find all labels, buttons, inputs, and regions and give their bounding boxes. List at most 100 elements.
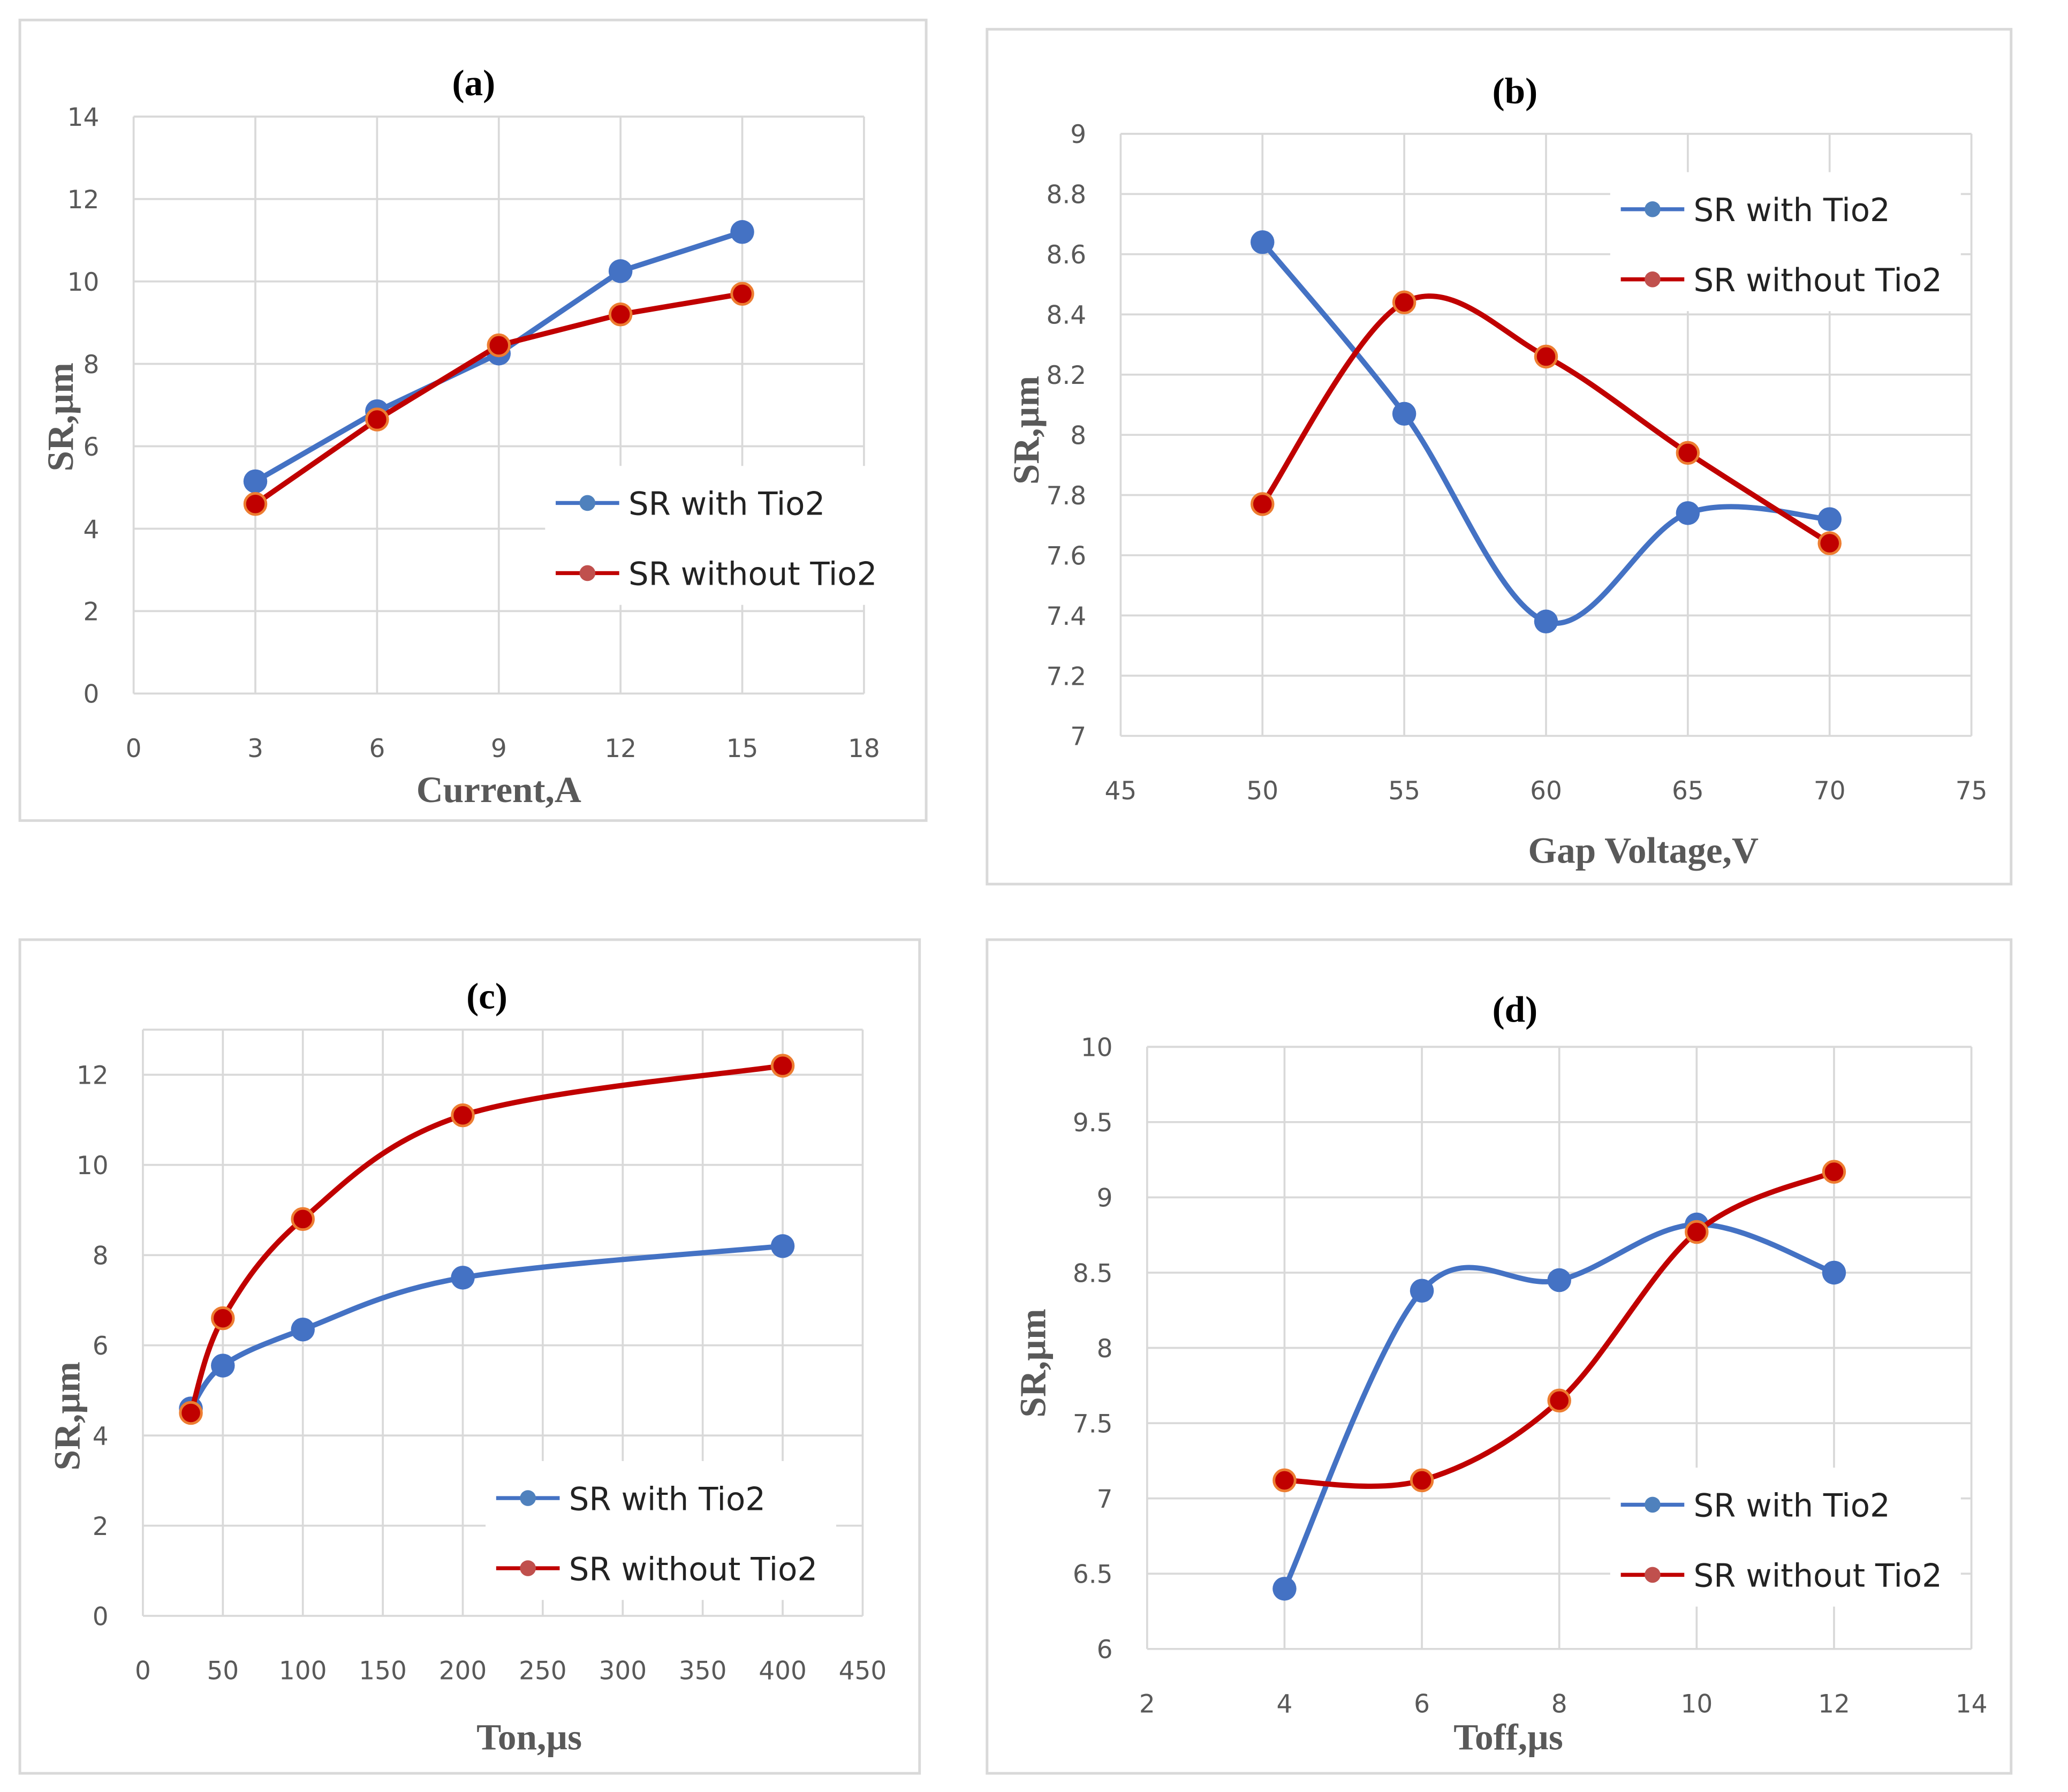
legend-background	[1610, 1468, 1961, 1607]
data-point-without-tio2	[1676, 441, 1700, 465]
y-tick-label: 7.6	[1046, 541, 1086, 571]
legend-label-with: SR with Tio2	[1694, 1487, 1890, 1524]
x-tick-label: 6	[369, 734, 385, 763]
data-point-without-tio2	[608, 302, 633, 327]
data-point-with-tio2	[291, 1317, 315, 1342]
x-tick-label: 75	[1956, 776, 1988, 806]
y-tick-label: 0	[83, 680, 99, 709]
x-tick-label: 0	[126, 734, 142, 763]
y-tick-label: 8.5	[1073, 1259, 1113, 1288]
legend-marker-without	[1645, 271, 1661, 288]
legend-marker-with	[520, 1490, 536, 1506]
data-point-with-tio2	[1822, 1260, 1846, 1285]
data-point-with-tio2	[1392, 402, 1416, 426]
y-tick-label: 0	[93, 1602, 109, 1631]
y-tick-label: 7	[1070, 722, 1086, 752]
x-tick-label: 200	[439, 1657, 487, 1686]
legend-label-without: SR without Tio2	[628, 556, 877, 593]
data-point-with-tio2	[1817, 507, 1842, 531]
legend-label-without: SR without Tio2	[569, 1551, 817, 1587]
y-tick-label: 6.5	[1073, 1560, 1113, 1590]
x-tick-label: 70	[1814, 776, 1846, 806]
legend-marker-without	[520, 1560, 536, 1576]
legend: SR with Tio2 SR without Tio2	[1610, 1468, 1961, 1607]
legend-label-without: SR without Tio2	[1694, 1557, 1942, 1594]
data-point-without-tio2	[487, 333, 511, 358]
data-point-with-tio2	[1676, 501, 1700, 525]
y-axis-label: SR,µm	[1005, 376, 1047, 485]
y-tick-label: 14	[67, 103, 100, 132]
data-point-with-tio2	[451, 1266, 475, 1290]
y-tick-label: 10	[67, 268, 100, 297]
x-tick-label: 65	[1672, 776, 1704, 806]
x-tick-label: 300	[599, 1657, 647, 1686]
y-tick-label: 7.4	[1046, 602, 1086, 631]
x-axis-label: Ton,µs	[476, 1717, 582, 1758]
legend-background	[1610, 172, 1961, 312]
y-tick-label: 12	[67, 185, 100, 215]
x-tick-label: 55	[1388, 776, 1420, 806]
y-tick-label: 7	[1097, 1485, 1113, 1514]
y-tick-label: 6	[93, 1332, 109, 1361]
x-tick-label: 15	[726, 734, 759, 763]
x-tick-label: 250	[519, 1657, 567, 1686]
series-line-with-tio2	[1260, 240, 1830, 626]
y-tick-label: 9.5	[1073, 1108, 1113, 1138]
data-point-without-tio2	[451, 1103, 475, 1128]
x-tick-label: 6	[1414, 1689, 1430, 1719]
chart-panel-b: 7 7.2 7.4 7.6 7.8 8 8.2 8.4 8.6 8.8 9 45 50 55 60 65 70 7…	[986, 28, 2013, 886]
data-point-without-tio2	[1822, 1160, 1846, 1184]
data-point-without-tio2	[1685, 1220, 1709, 1244]
x-axis-label: Current,A	[416, 769, 581, 810]
x-tick-label: 12	[604, 734, 637, 763]
data-point-without-tio2	[211, 1306, 235, 1330]
data-point-without-tio2	[243, 492, 268, 516]
data-point-without-tio2	[1817, 531, 1842, 555]
y-tick-label: 8	[1097, 1334, 1113, 1364]
y-tick-label: 2	[83, 598, 99, 627]
data-point-with-tio2	[1272, 1577, 1297, 1601]
x-tick-label: 450	[839, 1657, 887, 1686]
data-point-without-tio2	[365, 407, 389, 432]
x-tick-label: 10	[1680, 1689, 1713, 1719]
x-tick-label: 4	[1277, 1689, 1293, 1719]
data-point-with-tio2	[1534, 609, 1558, 634]
y-tick-label: 10	[77, 1151, 109, 1181]
chart-frame	[986, 938, 2013, 1775]
data-point-with-tio2	[730, 220, 754, 244]
data-point-without-tio2	[1251, 492, 1275, 516]
legend-marker-with	[579, 495, 596, 511]
y-axis-label: SR,µm	[40, 362, 81, 471]
data-point-without-tio2	[1410, 1468, 1434, 1493]
chart-panel-a: 0 2 4 6 8 10 12 14 0 3 6 9 12 15 18 (a) Current,A SR,µm SR…	[18, 18, 928, 822]
chart-frame	[18, 18, 928, 822]
y-tick-label: 8.2	[1046, 361, 1086, 390]
y-tick-label: 8.8	[1046, 180, 1086, 210]
y-tick-label: 4	[93, 1421, 109, 1451]
x-tick-label: 100	[279, 1657, 327, 1686]
y-tick-label: 8	[83, 350, 99, 380]
y-tick-label: 10	[1081, 1033, 1113, 1063]
data-point-with-tio2	[1251, 230, 1275, 254]
chart-frame	[18, 938, 921, 1775]
chart-title: (b)	[1493, 70, 1538, 111]
chart-title: (d)	[1493, 988, 1538, 1030]
y-tick-label: 8	[93, 1242, 109, 1271]
legend-marker-with	[1645, 1496, 1661, 1513]
x-tick-label: 12	[1818, 1689, 1850, 1719]
data-point-without-tio2	[1547, 1388, 1571, 1413]
x-tick-label: 18	[848, 734, 880, 763]
data-point-without-tio2	[1272, 1468, 1297, 1493]
chart-frame	[986, 28, 2013, 886]
y-axis-label: SR,µm	[1012, 1309, 1054, 1417]
x-axis-label: Gap Voltage,V	[1528, 830, 1759, 871]
data-point-without-tio2	[770, 1054, 795, 1078]
data-point-with-tio2	[770, 1234, 795, 1258]
legend-marker-with	[1645, 201, 1661, 217]
legend-label-with: SR with Tio2	[1694, 192, 1890, 229]
data-point-with-tio2	[1547, 1268, 1571, 1292]
y-tick-label: 4	[83, 515, 99, 545]
y-tick-label: 8	[1070, 421, 1086, 450]
x-tick-label: 0	[135, 1657, 151, 1686]
